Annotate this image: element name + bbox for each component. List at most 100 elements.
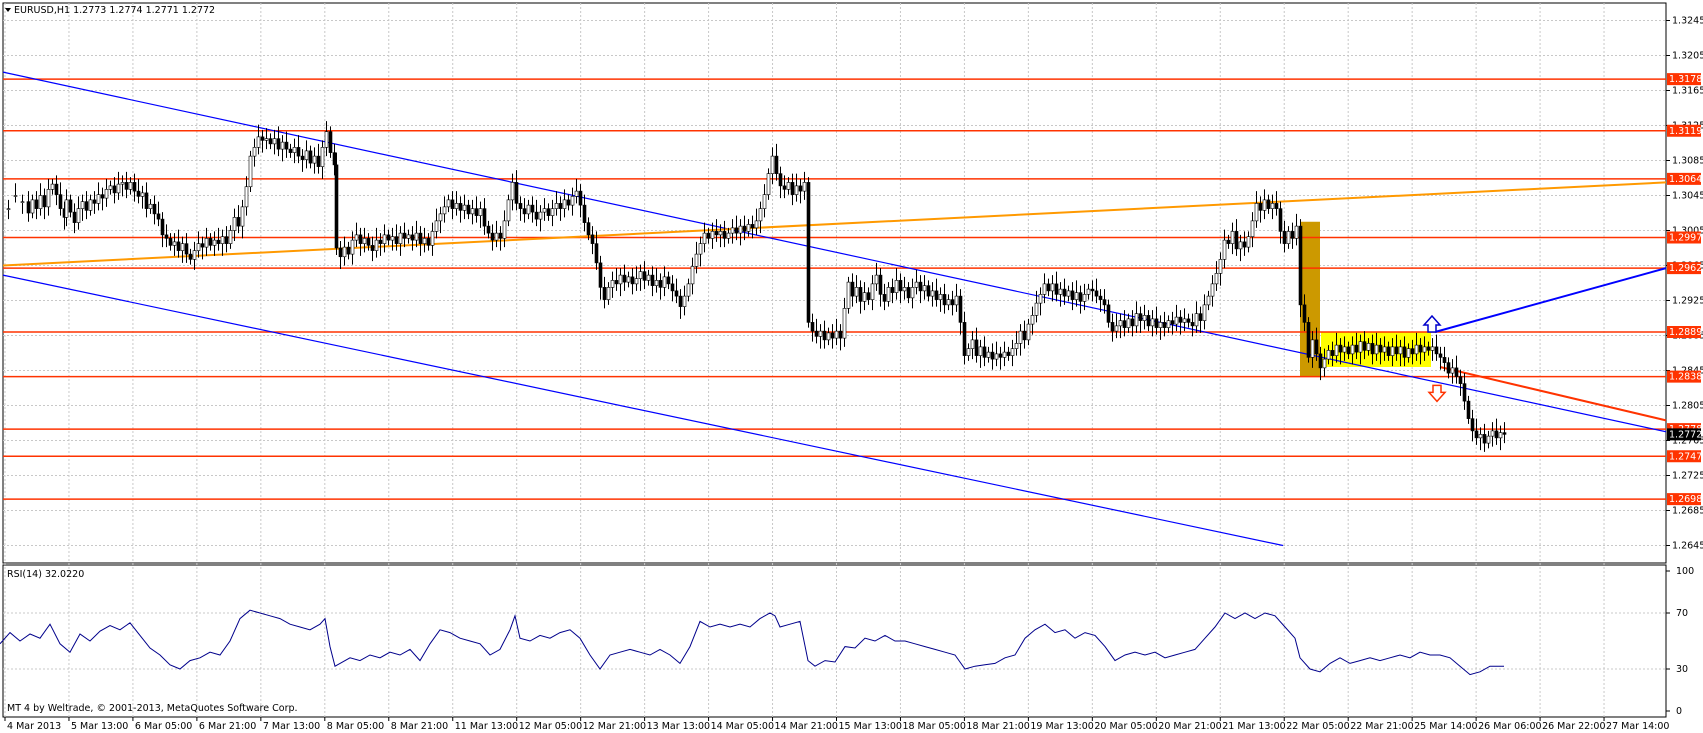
candle-body [874,274,879,285]
candle-body [160,218,165,236]
candle-body [224,236,229,244]
candle-body [1134,313,1139,327]
candle-body [462,204,467,211]
candle-body [866,292,871,300]
candle-body [280,141,285,150]
candle-body [196,243,201,251]
candle-body [814,330,819,337]
candle-body [478,208,483,216]
y-tick-label: 1.3045 [1672,191,1703,202]
rsi-tick-label: 0 [1676,706,1682,717]
candle-body [1222,239,1227,260]
candle-body [882,294,887,302]
candle-body [450,199,455,209]
candle-body [890,287,895,293]
price-level-label: 1.2698 [1669,494,1702,505]
candle-body [818,330,823,337]
candle-body [394,236,399,244]
price-level-label: 1.3119 [1669,126,1702,137]
candle-body [1406,348,1411,358]
candle-body [606,287,611,300]
candle-body [1162,322,1167,328]
candle-body [1154,318,1159,328]
symbol-header: EURUSD,H1 1.2773 1.2774 1.2771 1.2772 [14,5,215,16]
candle-body [1350,344,1355,355]
candle-body [284,141,289,150]
candle-body [410,234,415,241]
candle-body [758,208,763,222]
candle-body [244,186,249,208]
candle-body [562,199,567,209]
candle-body [1242,241,1247,248]
candle-body [354,234,359,241]
candle-body [1246,236,1251,248]
candle-body [1422,346,1427,353]
candle-body [878,274,883,295]
candle-body [1202,304,1207,321]
candle-body [766,173,771,195]
candle-body [982,346,987,358]
candle-body [990,351,995,360]
candle-body [256,136,261,148]
candle-body [846,281,851,309]
candle-body [1230,231,1235,244]
dropdown-triangle-icon[interactable] [5,8,11,12]
candle-body [1054,283,1059,295]
horizontal-levels[interactable] [3,78,1666,500]
candle-body [526,204,531,215]
candle-body [822,330,827,341]
candle-body [914,281,919,288]
candle-body [1414,344,1419,355]
candle-body [406,234,411,239]
rsi-title: RSI(14) 32.0220 [7,569,84,580]
rsi-tick-label: 70 [1676,608,1688,619]
candle-body [1290,231,1295,239]
candle-body [722,231,727,239]
price-level-label: 1.3064 [1669,174,1702,185]
candle-body [272,138,277,145]
candle-body [1142,315,1147,321]
candle-body [378,239,383,244]
candle-body [838,330,843,339]
up-arrow-icon [1422,314,1442,333]
candle-body [296,147,301,157]
candle-body [1282,231,1287,244]
candle-body [1150,318,1155,327]
candle-body [288,148,293,153]
candle-body [1118,320,1123,327]
candle-body [422,238,427,244]
candle-body [358,234,363,244]
candle-body [790,182,795,195]
candle-body [1266,199,1271,209]
y-tick-label: 1.3165 [1672,86,1703,97]
candle-body [1498,432,1503,439]
current-price-label: 1.2772 [1669,429,1702,440]
rsi-panel-frame [2,564,1667,718]
x-tick-label: 19 Mar 13:00 [1030,721,1093,732]
candle-body [1210,283,1215,297]
candle-body [926,285,931,297]
candle-body [630,276,635,285]
candle-body [1018,330,1023,344]
candle-body [922,285,927,292]
x-tick-label: 18 Mar 05:00 [902,721,965,732]
candle-body [442,206,447,215]
price-level-badge [1667,450,1701,463]
candle-body [718,231,723,236]
candle-body [850,281,855,297]
candle-body [1454,367,1459,377]
x-tick-label: 26 Mar 22:00 [1542,721,1605,732]
candle-body [168,238,173,246]
candle-body [434,220,439,232]
trend-lines[interactable] [2,71,1667,547]
candle-body [132,182,137,192]
rsi-tick-label: 100 [1676,566,1694,577]
candle-body [26,201,31,214]
candle-body [1074,292,1079,300]
price-level-label: 1.2962 [1669,263,1702,274]
candle-body [778,173,783,187]
candle-body [366,238,371,246]
candle-body [1002,351,1007,358]
y-tick-label: 1.2805 [1672,401,1703,412]
candle-body [1434,346,1439,355]
